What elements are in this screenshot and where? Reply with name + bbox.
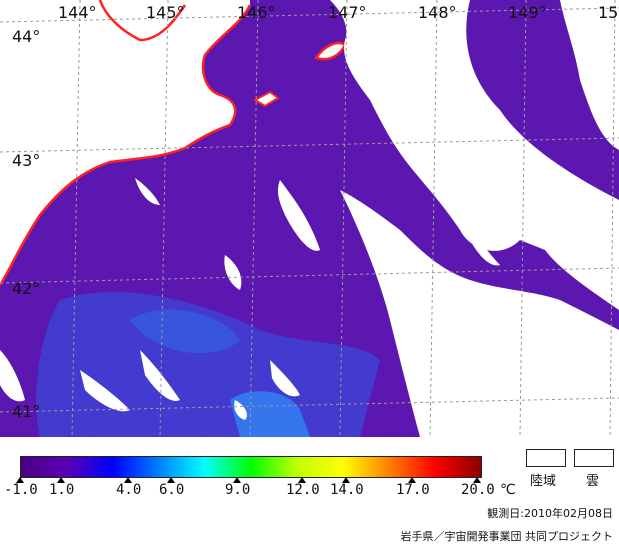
tick-label: -1.0 [4, 482, 38, 498]
tick-label: 4.0 [116, 482, 142, 498]
temperature-colorbar [20, 456, 482, 478]
cloud-key-label: 雲 [586, 474, 600, 489]
tick-mark [233, 477, 241, 483]
sst-map: 144° 145° 146° 147° 148° 149° 15 44° 43°… [0, 0, 619, 437]
tick-mark [167, 477, 175, 483]
longitude-label-149: 149° [508, 3, 547, 22]
latitude-label-43: 43° [12, 151, 40, 170]
tick-label: 12.0 [286, 482, 320, 498]
longitude-label-144: 144° [58, 3, 97, 22]
latitude-label-41: 41° [12, 402, 40, 421]
graticule [0, 0, 619, 437]
tick-label: 14.0 [330, 482, 364, 498]
tick-label: 20.0 [461, 482, 495, 498]
land-key-swatch [526, 449, 566, 467]
latitude-label-42: 42° [12, 279, 40, 298]
tick-label: 9.0 [225, 482, 251, 498]
longitude-label-146: 146° [237, 3, 276, 22]
tick-label: 17.0 [396, 482, 430, 498]
land-key-label: 陸域 [530, 474, 557, 489]
tick-label: 1.0 [49, 482, 75, 498]
tick-mark [57, 477, 65, 483]
cloud-key-swatch [574, 449, 614, 467]
tick-mark [124, 477, 132, 483]
tick-mark [16, 477, 24, 483]
coastline [0, 0, 252, 286]
longitude-label-147: 147° [328, 3, 367, 22]
latitude-label-44: 44° [12, 27, 40, 46]
unit-label: ℃ [500, 482, 516, 498]
longitude-label-145: 145° [146, 3, 185, 22]
legend: -1.0 1.0 4.0 6.0 9.0 12.0 14.0 17.0 20.0… [0, 437, 619, 546]
tick-mark [342, 477, 350, 483]
tick-label: 6.0 [159, 482, 185, 498]
longitude-label-150: 15 [598, 3, 618, 22]
cloud-cover [0, 0, 619, 437]
tick-mark [408, 477, 416, 483]
tick-mark [298, 477, 306, 483]
credit-text: 岩手県／宇宙開発事業団 共同プロジェクト [400, 530, 614, 543]
hokkaido-land [0, 0, 250, 285]
tick-mark [473, 477, 481, 483]
longitude-label-148: 148° [418, 3, 457, 22]
small-islands [252, 90, 280, 108]
observation-date: 観測日:2010年02月08日 [487, 507, 613, 520]
